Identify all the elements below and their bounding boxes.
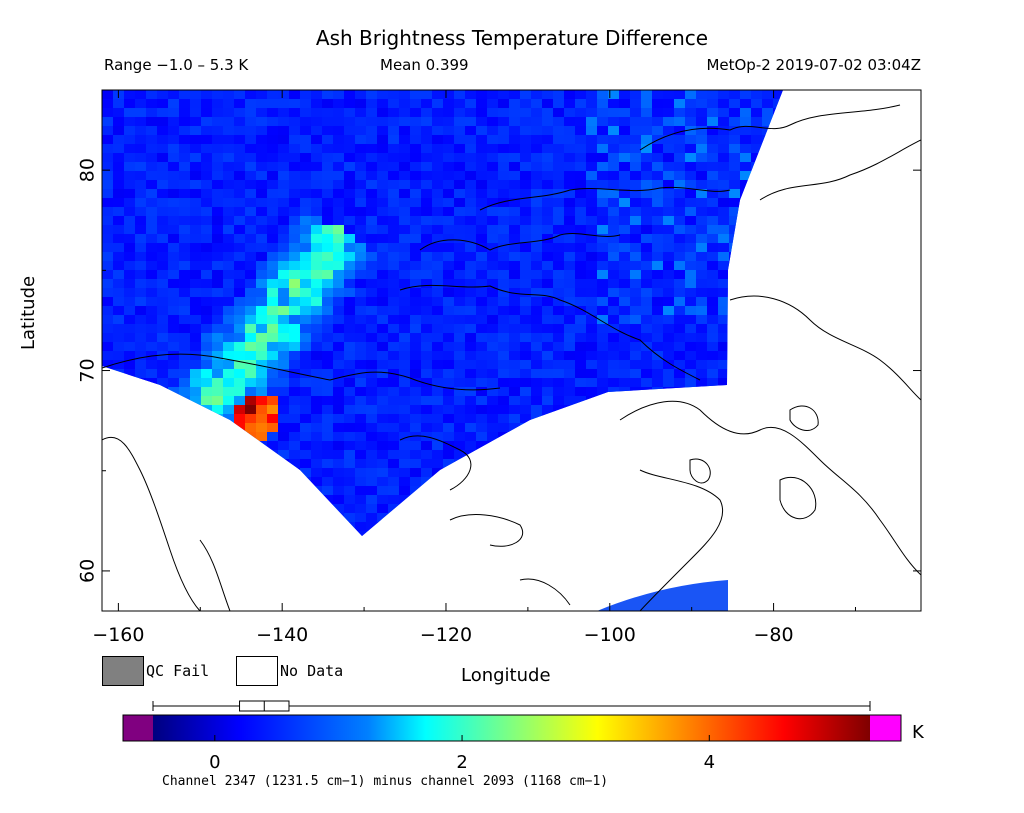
boxplot-box xyxy=(239,700,290,712)
satellite-time-label: MetOp-2 2019-07-02 03:04Z xyxy=(706,56,921,74)
mean-label: Mean 0.399 xyxy=(380,56,469,74)
y-tick-label: 70 xyxy=(77,358,99,382)
y-tick-label: 80 xyxy=(77,158,99,182)
qc-fail-swatch xyxy=(102,656,144,686)
x-tick-label: −140 xyxy=(256,624,308,646)
map-plot: −160 −140 −120 −100 −80 60 70 80 xyxy=(77,89,922,646)
swath-data-region xyxy=(102,90,783,536)
colorbar-under xyxy=(123,715,153,741)
range-label: Range −1.0 – 5.3 K xyxy=(104,56,249,74)
coastlines xyxy=(102,104,921,611)
plot-frame xyxy=(101,89,922,612)
colorbar-frame xyxy=(122,714,902,742)
colorbar-tick-label: 4 xyxy=(704,752,715,773)
colorbar-tick-label: 2 xyxy=(456,752,467,773)
colorbar-tick-label: 0 xyxy=(209,752,220,773)
colorbar-over xyxy=(870,715,901,741)
y-tick-label: 60 xyxy=(77,559,99,583)
no-data-swatch xyxy=(236,656,278,686)
channel-footnote: Channel 2347 (1231.5 cm−1) minus channel… xyxy=(162,774,609,789)
x-tick-label: −100 xyxy=(584,624,636,646)
colorbar-gradient xyxy=(153,715,870,741)
x-axis-label: Longitude xyxy=(461,665,551,686)
qc-fail-label: QC Fail xyxy=(146,662,210,680)
x-tick-label: −80 xyxy=(754,624,794,646)
colorbar-unit: K xyxy=(912,722,925,743)
chart-title: Ash Brightness Temperature Difference xyxy=(315,26,709,50)
x-tick-label: −160 xyxy=(92,624,144,646)
swath-fragment-south xyxy=(597,580,728,611)
x-tick-label: −120 xyxy=(420,624,472,646)
no-data-label: No Data xyxy=(280,662,344,680)
y-axis-label: Latitude xyxy=(18,275,39,350)
